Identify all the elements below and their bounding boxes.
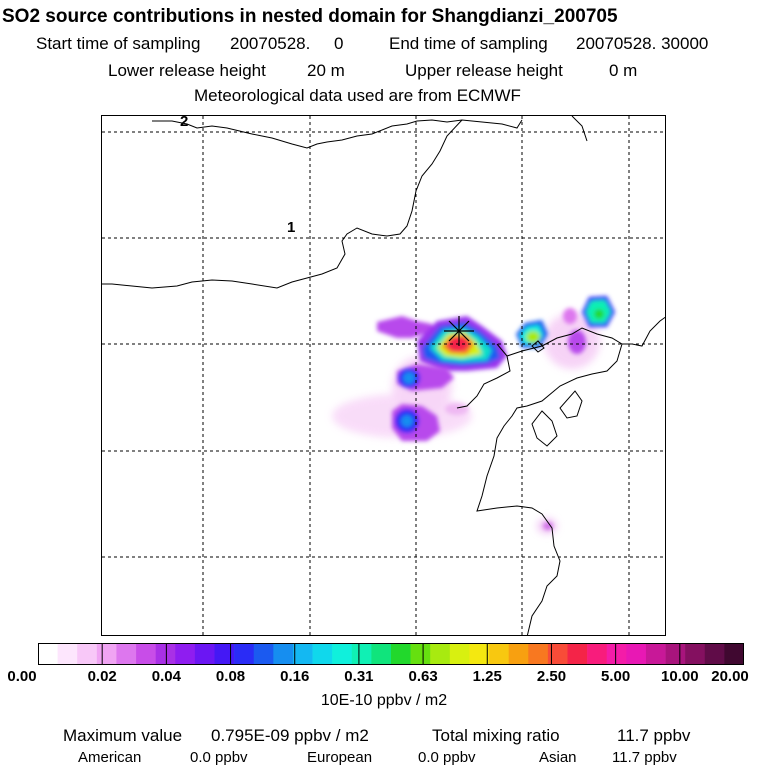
lower-release-value: 20 m (307, 61, 345, 80)
grid-lines (102, 116, 665, 635)
colorbar-cell (626, 643, 647, 665)
european-value: 0.0 ppbv (418, 749, 476, 766)
grid-label-2: 2 (180, 115, 189, 130)
grid-label-1: 1 (287, 219, 296, 236)
total-mixing-label: Total mixing ratio (432, 726, 560, 745)
colorbar-cell (175, 643, 196, 665)
colorbar-cell (214, 643, 235, 665)
colorbar-cell (469, 643, 490, 665)
colorbar-cell (194, 643, 215, 665)
colorbar-cell (724, 643, 744, 665)
colorbar-cell (547, 643, 568, 665)
end-time-value: 20070528. 30000 (576, 34, 709, 53)
colorbar-cell (704, 643, 725, 665)
plume-northeast (582, 296, 615, 327)
colorbar-tick-label: 0.63 (408, 668, 438, 685)
colorbar-cell (57, 643, 78, 665)
colorbar-tick-label: 0.31 (344, 668, 374, 685)
colorbar-tick-label: 1.25 (472, 668, 502, 685)
plume-east (516, 308, 586, 354)
colorbar-cell (606, 643, 627, 665)
lower-release-label: Lower release height (108, 61, 266, 80)
european-label: European (307, 749, 373, 766)
chart-title: SO2 source contributions in nested domai… (2, 6, 618, 27)
start-time-label: Start time of sampling (36, 34, 201, 53)
colorbar-cell (645, 643, 666, 665)
colorbar-tick-label: 0.08 (215, 668, 246, 685)
colorbar-cell (391, 643, 411, 665)
plume-southwest-1 (397, 364, 454, 391)
colorbar-cell (430, 643, 451, 665)
colorbar-tick-label: 2.50 (536, 668, 567, 685)
american-value: 0.0 ppbv (190, 749, 248, 766)
colorbar-cell (685, 643, 706, 665)
colorbar-cell (332, 643, 353, 665)
colorbar-tick-label: 0.00 (7, 668, 37, 685)
colorbar-cell (155, 643, 176, 665)
colorbar-cell (234, 643, 255, 665)
end-time-label: End time of sampling (389, 34, 548, 53)
coastline (102, 116, 665, 635)
upper-release-label: Upper release height (405, 61, 563, 80)
colorbar-cell (96, 643, 117, 665)
colorbar-cell (371, 643, 392, 665)
colorbar-cell (449, 643, 470, 665)
upper-release-value: 0 m (609, 61, 638, 80)
colorbar-tick-label: 5.00 (601, 668, 631, 685)
colorbar-cell (587, 643, 608, 665)
colorbar-cell (508, 643, 529, 665)
max-value: 0.795E-09 ppbv / m2 (211, 726, 369, 745)
receptor-marker (444, 316, 474, 346)
plume-southwest-2 (392, 403, 553, 530)
colorbar-cell (136, 643, 156, 665)
colorbar-cell (273, 643, 294, 665)
colorbar-cell (77, 643, 98, 665)
american-label: American (78, 749, 142, 766)
colorbar (38, 643, 744, 665)
colorbar-tick-label: 0.04 (151, 668, 181, 685)
colorbar-cell (253, 643, 274, 665)
colorbar-cell (410, 643, 431, 665)
colorbar-cell (567, 643, 588, 665)
colorbar-cell (38, 643, 58, 665)
colorbar-cell (528, 643, 549, 665)
colorbar-cell (351, 643, 372, 665)
colorbar-tick-label: 0.16 (280, 668, 310, 685)
max-value-label: Maximum value (63, 726, 183, 745)
map-svg (102, 116, 665, 635)
start-time-value: 20070528. 0 (230, 34, 344, 53)
colorbar-tick-label: 10.00 (661, 668, 699, 685)
colorbar-tick-label: 0.02 (87, 668, 117, 685)
colorbar-cell (312, 643, 333, 665)
asian-label: Asian (539, 749, 577, 766)
colorbar-cell (292, 643, 313, 665)
map-panel: 2 1 (101, 115, 666, 636)
colorbar-units: 10E-10 ppbv / m2 (320, 692, 448, 709)
asian-value: 11.7 ppbv (612, 749, 677, 766)
colorbar-tick-label: 20.00 (711, 668, 749, 685)
total-mixing-value: 11.7 ppbv (617, 726, 691, 745)
meteo-note: Meteorological data used are from ECMWF (194, 86, 521, 105)
colorbar-cell (489, 643, 509, 665)
colorbar-cell (116, 643, 137, 665)
colorbar-cell (665, 643, 686, 665)
